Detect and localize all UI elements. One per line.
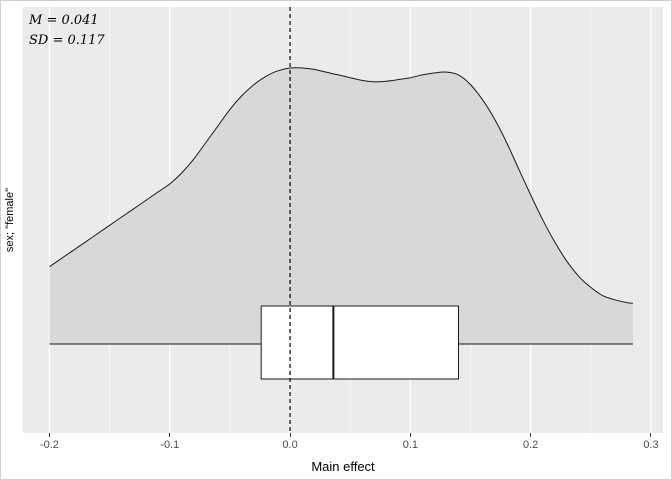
x-axis-tick-mark bbox=[530, 433, 532, 437]
x-tick-label: 0.3 bbox=[643, 439, 659, 451]
density-area bbox=[49, 67, 633, 344]
y-axis-title-container: sex; "female" bbox=[3, 7, 17, 433]
boxplot-box bbox=[260, 305, 459, 380]
x-axis-tick-mark bbox=[409, 433, 411, 437]
x-axis-tick-mark bbox=[169, 433, 171, 437]
y-axis-title: sex; "female" bbox=[4, 187, 16, 253]
sd-annotation: SD = 0.117 bbox=[29, 33, 105, 48]
x-axis-title: Main effect bbox=[311, 459, 375, 474]
x-axis-tick-marks bbox=[23, 433, 663, 437]
x-axis-tick-labels: -0.2 -0.1 0.0 0.1 0.2 0.3 bbox=[23, 439, 663, 453]
x-tick-label: 0.1 bbox=[402, 439, 419, 451]
stats-annotation: M = 0.041 SD = 0.117 bbox=[29, 11, 105, 51]
density-curve bbox=[49, 67, 633, 304]
plot-panel: M = 0.041 SD = 0.117 bbox=[23, 7, 663, 433]
x-axis-tick-mark bbox=[48, 433, 50, 437]
x-axis-tick-mark bbox=[289, 433, 291, 437]
x-axis-tick-mark bbox=[650, 433, 652, 437]
plot-canvas bbox=[48, 7, 652, 433]
x-tick-label: -0.1 bbox=[160, 439, 180, 451]
x-tick-label: -0.2 bbox=[39, 439, 59, 451]
x-tick-label: 0.2 bbox=[523, 439, 539, 451]
mean-annotation: M = 0.041 bbox=[29, 13, 99, 28]
x-tick-label: 0.0 bbox=[282, 439, 298, 451]
